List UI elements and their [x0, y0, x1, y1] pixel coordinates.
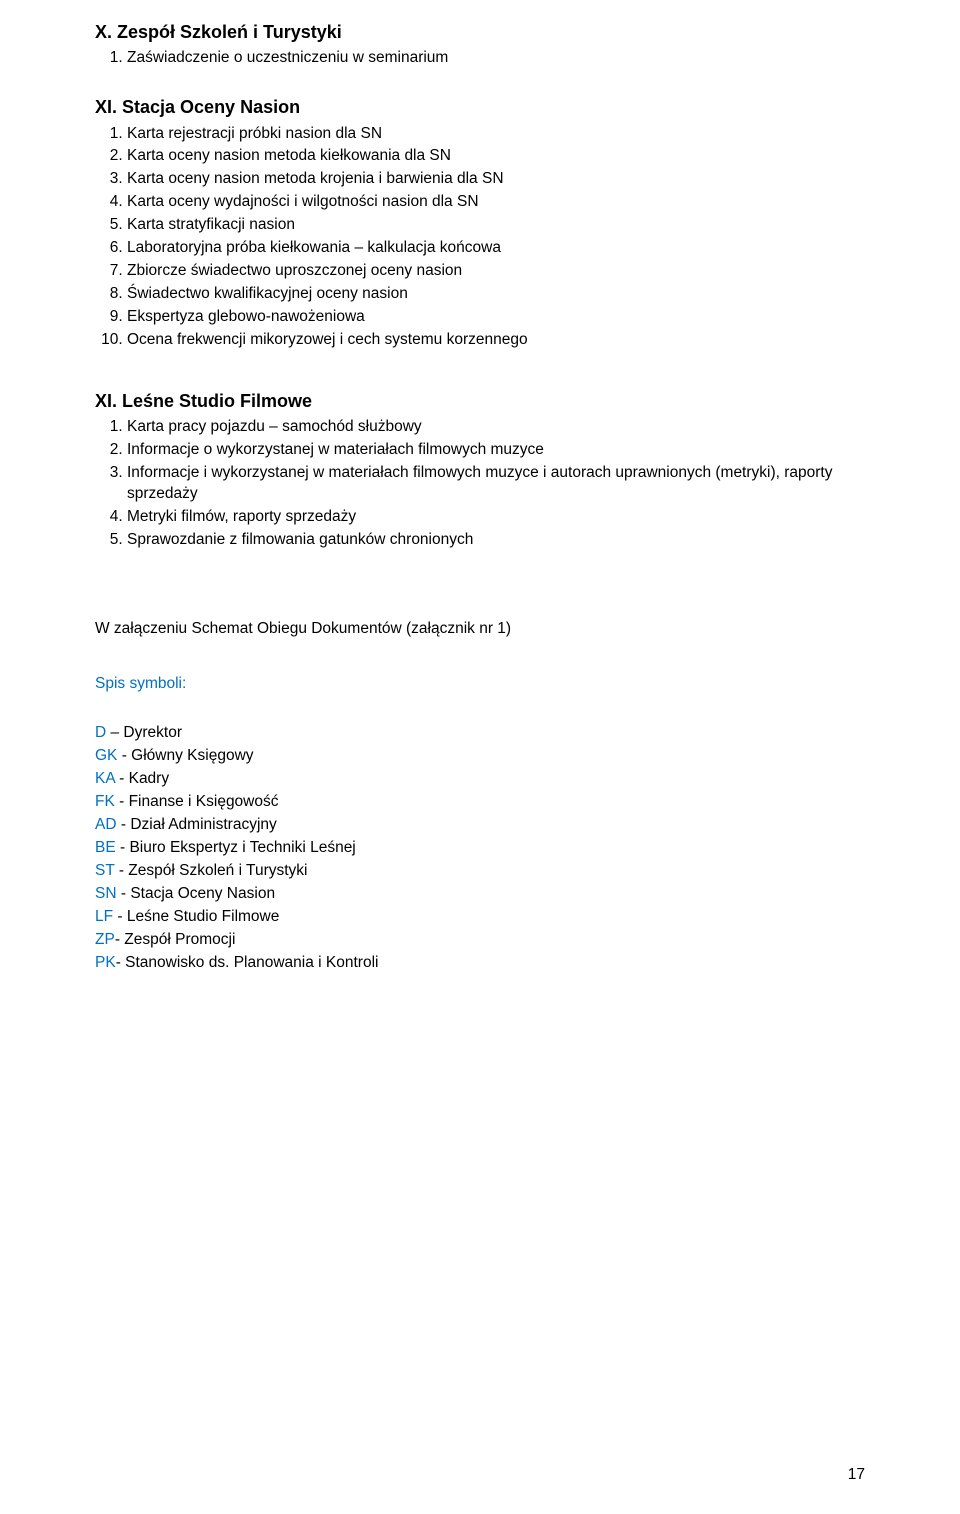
- symbol-label: - Leśne Studio Filmowe: [113, 908, 279, 925]
- symbol-code: LF: [95, 908, 113, 925]
- symbol-code: BE: [95, 839, 116, 856]
- list-item: Karta oceny nasion metoda kiełkowania dl…: [127, 146, 865, 167]
- list-item: Karta oceny wydajności i wilgotności nas…: [127, 192, 865, 213]
- symbol-row: KA - Kadry: [95, 769, 865, 790]
- symbol-label: - Biuro Ekspertyz i Techniki Leśnej: [116, 839, 356, 856]
- symbol-row: ZP- Zespół Promocji: [95, 930, 865, 951]
- symbol-row: LF - Leśne Studio Filmowe: [95, 907, 865, 928]
- section-x-list: Zaświadczenie o uczestniczeniu w seminar…: [95, 48, 865, 69]
- symbol-code: SN: [95, 885, 117, 902]
- list-item: Karta pracy pojazdu – samochód służbowy: [127, 417, 865, 438]
- symbol-code: FK: [95, 793, 115, 810]
- symbol-label: - Zespół Promocji: [115, 931, 236, 948]
- attachment-line: W załączeniu Schemat Obiegu Dokumentów (…: [95, 619, 865, 640]
- symbol-row: GK - Główny Księgowy: [95, 746, 865, 767]
- list-item: Ekspertyza glebowo-nawożeniowa: [127, 307, 865, 328]
- list-item: Sprawozdanie z filmowania gatunków chron…: [127, 530, 865, 551]
- symbol-label: - Główny Księgowy: [117, 747, 253, 764]
- list-item: Metryki filmów, raporty sprzedaży: [127, 507, 865, 528]
- symbol-label: - Finanse i Księgowość: [115, 793, 279, 810]
- symbol-label: - Kadry: [115, 770, 169, 787]
- symbol-list: D – Dyrektor GK - Główny Księgowy KA - K…: [95, 723, 865, 973]
- symbol-row: AD - Dział Administracyjny: [95, 815, 865, 836]
- symbol-code: GK: [95, 747, 117, 764]
- list-item: Zbiorcze świadectwo uproszczonej oceny n…: [127, 261, 865, 282]
- page-number: 17: [848, 1466, 865, 1484]
- symbol-label: – Dyrektor: [106, 724, 182, 741]
- symbol-code: KA: [95, 770, 115, 787]
- symbol-row: ST - Zespół Szkoleń i Turystyki: [95, 861, 865, 882]
- section-xi-heading: XI. Stacja Oceny Nasion: [95, 95, 865, 119]
- symbol-row: D – Dyrektor: [95, 723, 865, 744]
- symbol-row: PK- Stanowisko ds. Planowania i Kontroli: [95, 953, 865, 974]
- list-item: Zaświadczenie o uczestniczeniu w seminar…: [127, 48, 865, 69]
- symbol-row: BE - Biuro Ekspertyz i Techniki Leśnej: [95, 838, 865, 859]
- symbol-label: - Stacja Oceny Nasion: [117, 885, 276, 902]
- list-item: Karta rejestracji próbki nasion dla SN: [127, 124, 865, 145]
- symbol-code: D: [95, 724, 106, 741]
- symbol-label: - Stanowisko ds. Planowania i Kontroli: [116, 954, 379, 971]
- section-xi2-heading: XI. Leśne Studio Filmowe: [95, 389, 865, 413]
- symbol-row: SN - Stacja Oceny Nasion: [95, 884, 865, 905]
- symbol-label: - Zespół Szkoleń i Turystyki: [115, 862, 308, 879]
- list-item: Ocena frekwencji mikoryzowej i cech syst…: [127, 330, 865, 351]
- list-item: Laboratoryjna próba kiełkowania – kalkul…: [127, 238, 865, 259]
- section-xi-list: Karta rejestracji próbki nasion dla SN K…: [95, 124, 865, 351]
- symbol-row: FK - Finanse i Księgowość: [95, 792, 865, 813]
- list-item: Informacje o wykorzystanej w materiałach…: [127, 440, 865, 461]
- spis-heading: Spis symboli:: [95, 675, 865, 693]
- list-item: Karta oceny nasion metoda krojenia i bar…: [127, 169, 865, 190]
- symbol-code: ZP: [95, 931, 115, 948]
- section-xi2-list: Karta pracy pojazdu – samochód służbowy …: [95, 417, 865, 551]
- section-x-heading: X. Zespół Szkoleń i Turystyki: [95, 20, 865, 44]
- symbol-code: ST: [95, 862, 115, 879]
- symbol-code: PK: [95, 954, 116, 971]
- list-item: Karta stratyfikacji nasion: [127, 215, 865, 236]
- symbol-label: - Dział Administracyjny: [117, 816, 277, 833]
- list-item: Świadectwo kwalifikacyjnej oceny nasion: [127, 284, 865, 305]
- symbol-code: AD: [95, 816, 117, 833]
- list-item: Informacje i wykorzystanej w materiałach…: [127, 463, 865, 505]
- page: X. Zespół Szkoleń i Turystyki Zaświadcze…: [0, 0, 960, 1514]
